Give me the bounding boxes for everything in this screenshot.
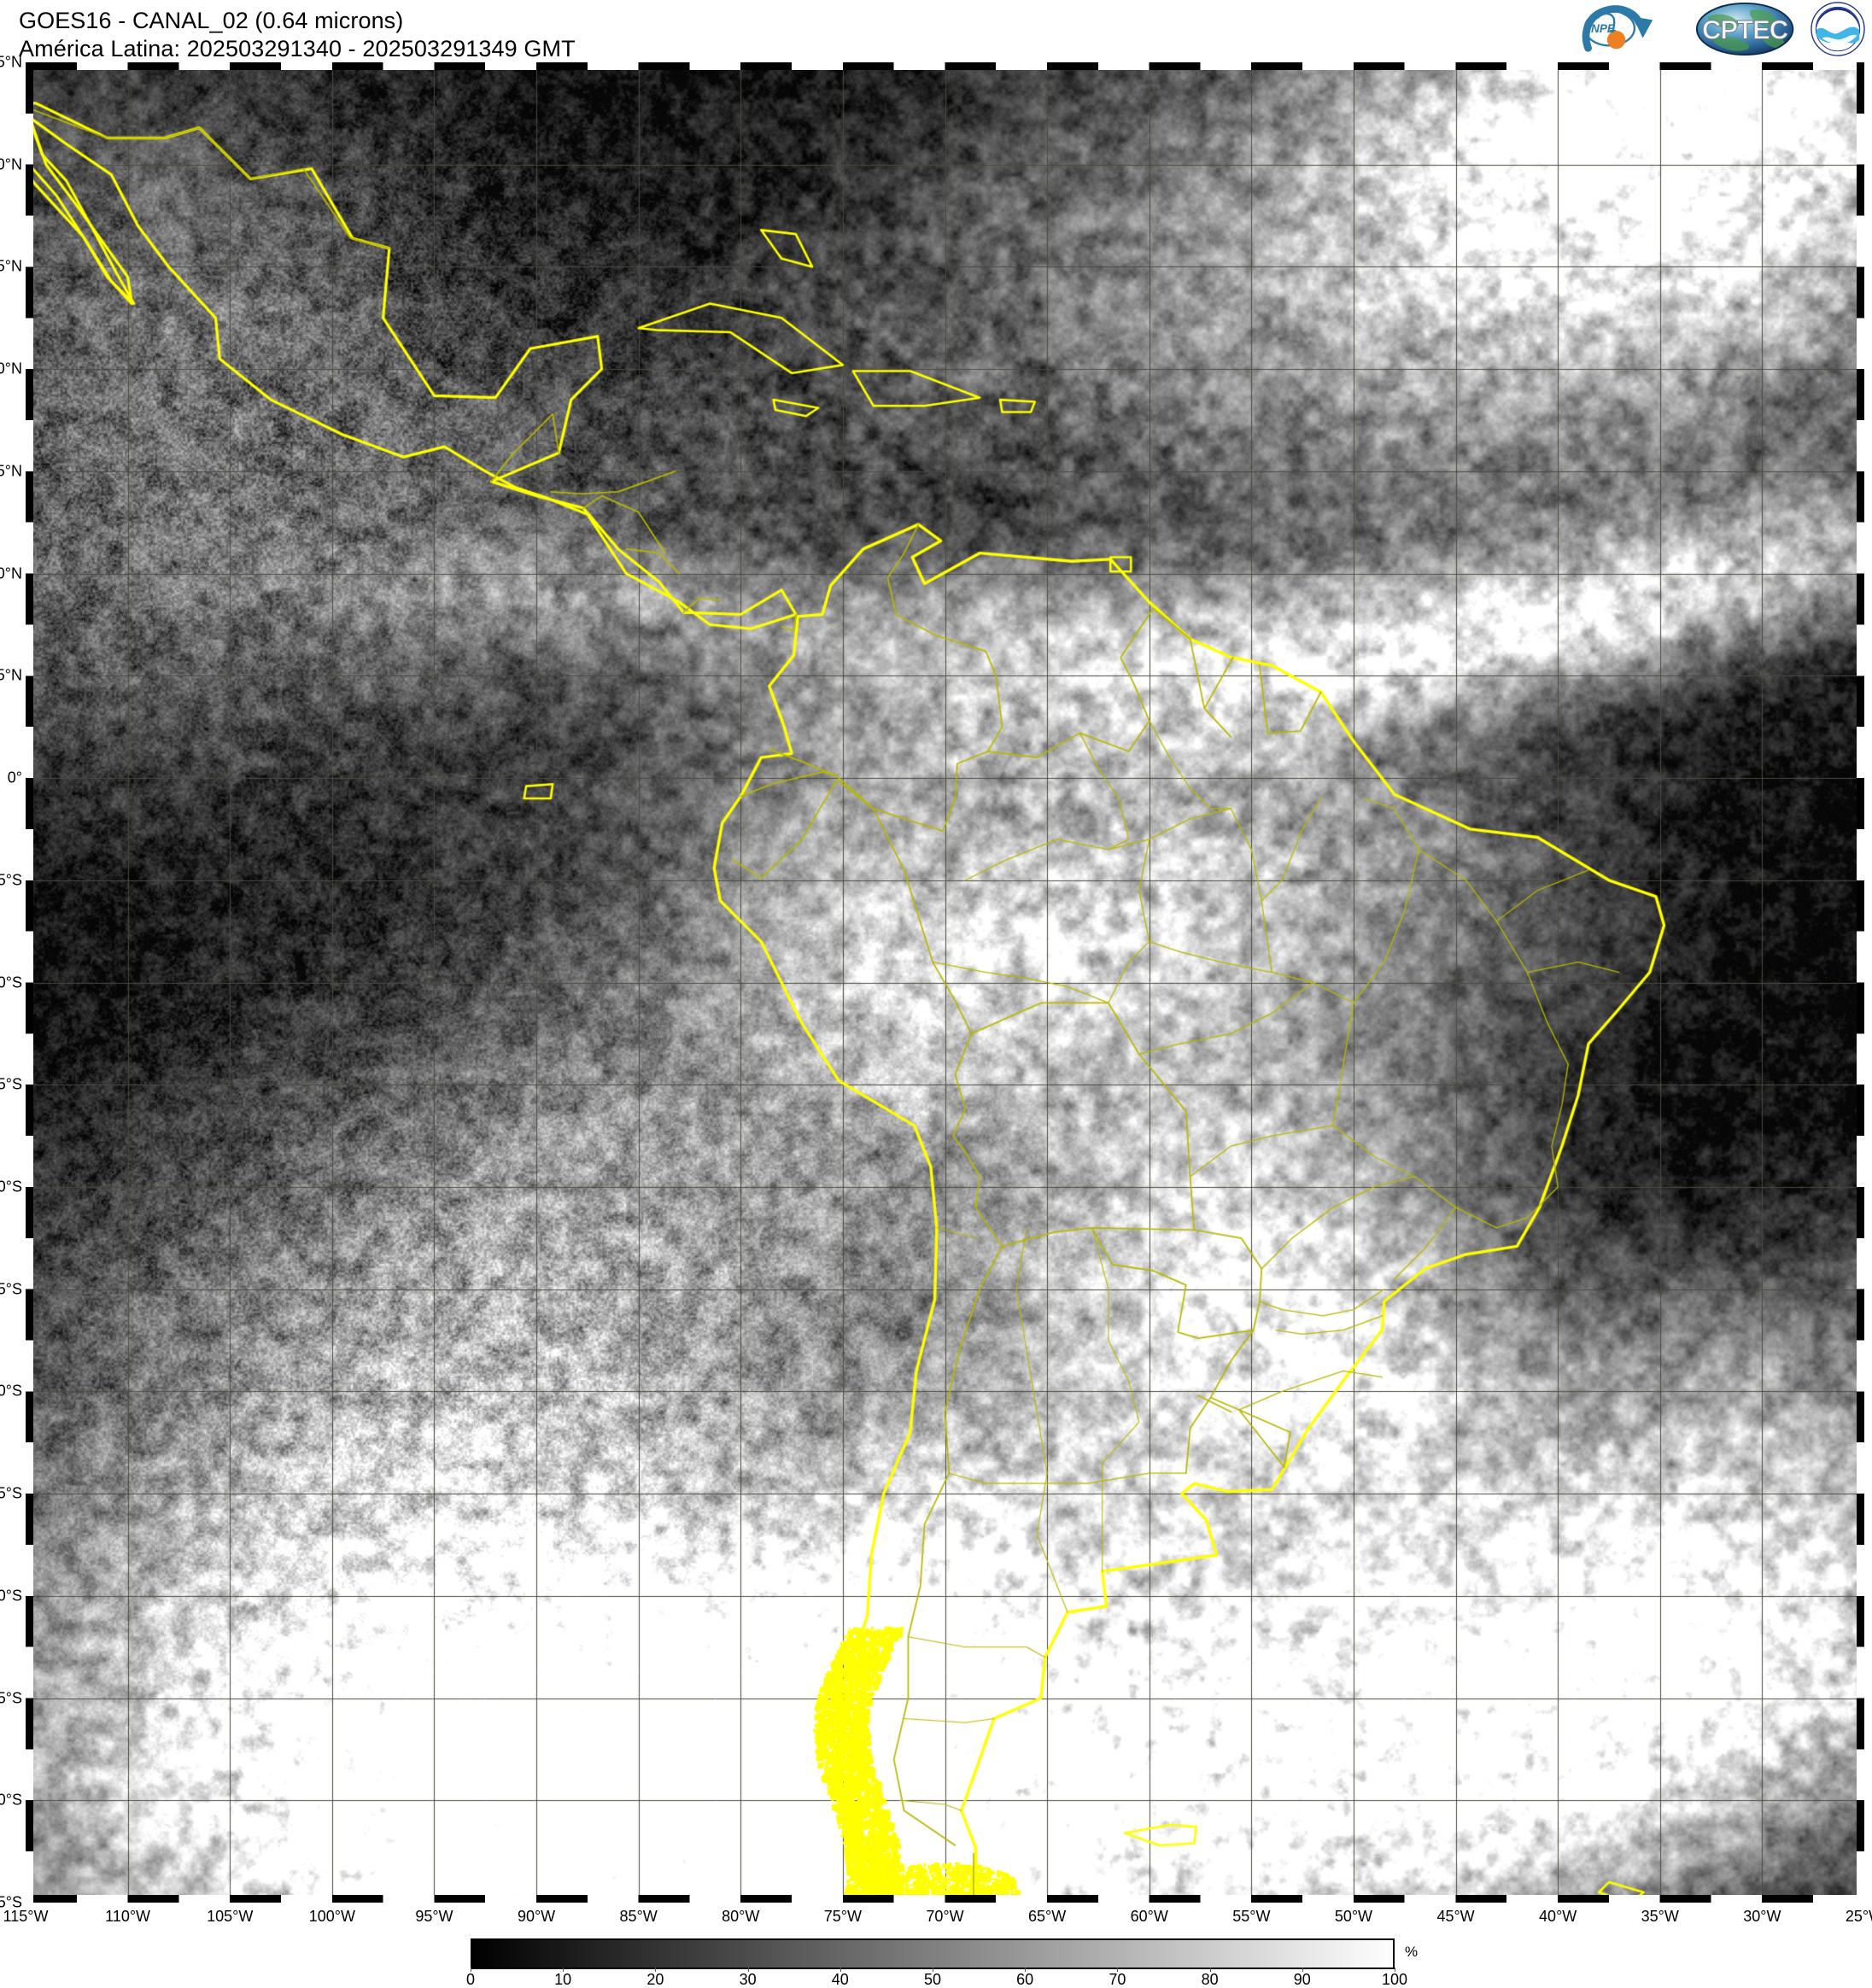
lon-tick-label: 60°W <box>1130 1908 1168 1925</box>
lon-tick-label: 55°W <box>1232 1908 1271 1925</box>
colorbar-tick-label: 30 <box>739 1971 757 1988</box>
lon-tick-label: 40°W <box>1539 1908 1577 1925</box>
lat-tick-label: 10°N <box>0 564 22 582</box>
satellite-map[interactable] <box>26 62 1864 1903</box>
lat-tick-label: 50°S <box>0 1791 22 1809</box>
lon-tick-label: 30°W <box>1743 1908 1781 1925</box>
colorbar-tick-label: 0 <box>465 1971 476 1988</box>
colorbar-ticks: 0 10 20 30 40 50 60 70 80 90 100 <box>466 1968 1407 1988</box>
colorbar-tickmark <box>1302 1968 1303 1972</box>
lon-tick-label: 100°W <box>308 1908 355 1925</box>
lat-tick-label: 15°S <box>0 1075 22 1093</box>
colorbar-tick-label: 70 <box>1109 1971 1126 1988</box>
page-title: GOES16 - CANAL_02 (0.64 microns) América… <box>19 7 576 63</box>
lon-tick-label: 115°W <box>3 1908 49 1925</box>
title-line-region-time: América Latina: 202503291340 - 202503291… <box>19 36 576 61</box>
lat-tick-label: 40°S <box>0 1587 22 1605</box>
lat-tick-label: 30°S <box>0 1382 22 1400</box>
lat-tick-label: 20°N <box>0 360 22 377</box>
lon-tick-label: 80°W <box>722 1908 760 1925</box>
colorbar-tick-label: 40 <box>831 1971 849 1988</box>
logo-bar: INPE CPTEC <box>1577 1 1865 57</box>
lon-tick-label: 45°W <box>1436 1908 1475 1925</box>
lon-tick-label: 25°W <box>1845 1908 1872 1925</box>
satellite-image-canvas[interactable] <box>26 62 1864 1903</box>
lat-tick-label: 10°S <box>0 974 22 991</box>
colorbar-tick-label: 50 <box>923 1971 942 1988</box>
colorbar-tick-label: 90 <box>1293 1971 1311 1988</box>
colorbar-tickmark <box>655 1968 657 1972</box>
colorbar-tickmark <box>1025 1968 1027 1972</box>
lat-tick-label: 5°N <box>0 666 22 684</box>
colorbar-group: % 0 10 20 30 40 50 60 70 80 90 100 <box>0 1938 1872 1988</box>
lat-tick-label: 45°S <box>0 1689 22 1707</box>
svg-text:CPTEC: CPTEC <box>1702 15 1788 45</box>
colorbar-tickmark <box>563 1968 565 1972</box>
colorbar-tick-label: 10 <box>554 1971 572 1988</box>
lon-tick-label: 75°W <box>823 1908 862 1925</box>
latitude-axis: 35°N 30°N 25°N 20°N 15°N 10°N 5°N 0° 5°S 10°S 15°S… <box>0 54 22 1911</box>
lon-tick-label: 95°W <box>415 1908 453 1925</box>
lat-tick-label: 25°N <box>0 257 22 275</box>
lat-tick-label: 5°S <box>0 871 22 889</box>
inpe-logo: INPE <box>1582 5 1653 52</box>
colorbar-tickmark <box>747 1968 749 1972</box>
colorbar-tick-label: 60 <box>1016 1971 1034 1988</box>
colorbar-tick-label: 80 <box>1201 1971 1219 1988</box>
cptec-logo: CPTEC <box>1695 2 1794 56</box>
lat-tick-label: 35°S <box>0 1484 22 1502</box>
colorbar-tickmark <box>839 1968 841 1972</box>
colorbar-tick-label: 20 <box>646 1971 664 1988</box>
lat-tick-label: 0° <box>7 769 22 786</box>
lat-tick-label: 25°S <box>0 1280 22 1298</box>
colorbar-tickmark <box>1209 1968 1211 1972</box>
lon-tick-label: 110°W <box>105 1908 151 1925</box>
lon-tick-label: 90°W <box>517 1908 556 1925</box>
lon-tick-label: 70°W <box>926 1908 964 1925</box>
colorbar-tick-label: 100 <box>1381 1971 1408 1988</box>
noaa-logo: NOAA <box>1811 2 1865 56</box>
lat-tick-label: 20°S <box>0 1178 22 1196</box>
lon-tick-label: 35°W <box>1641 1908 1679 1925</box>
lon-tick-label: 50°W <box>1334 1908 1373 1925</box>
lat-tick-label: 30°N <box>0 155 22 173</box>
svg-text:NOAA: NOAA <box>1823 19 1852 29</box>
lat-tick-label: 35°N <box>0 53 22 71</box>
lat-tick-label: 55°S <box>0 1893 22 1911</box>
lon-tick-label: 85°W <box>619 1908 658 1925</box>
svg-text:INPE: INPE <box>1588 22 1616 35</box>
colorbar-gradient <box>471 1938 1395 1969</box>
colorbar-unit-label: % <box>1405 1944 1419 1960</box>
title-line-satellite: GOES16 - CANAL_02 (0.64 microns) <box>19 8 404 33</box>
lon-tick-label: 65°W <box>1028 1908 1067 1925</box>
colorbar-tickmark <box>1117 1968 1119 1972</box>
longitude-axis: 115°W 110°W 105°W 100°W 95°W 90°W 85°W 80°W 75°W… <box>3 1908 1872 1932</box>
lat-tick-label: 15°N <box>0 462 22 480</box>
lon-tick-label: 105°W <box>207 1908 254 1925</box>
